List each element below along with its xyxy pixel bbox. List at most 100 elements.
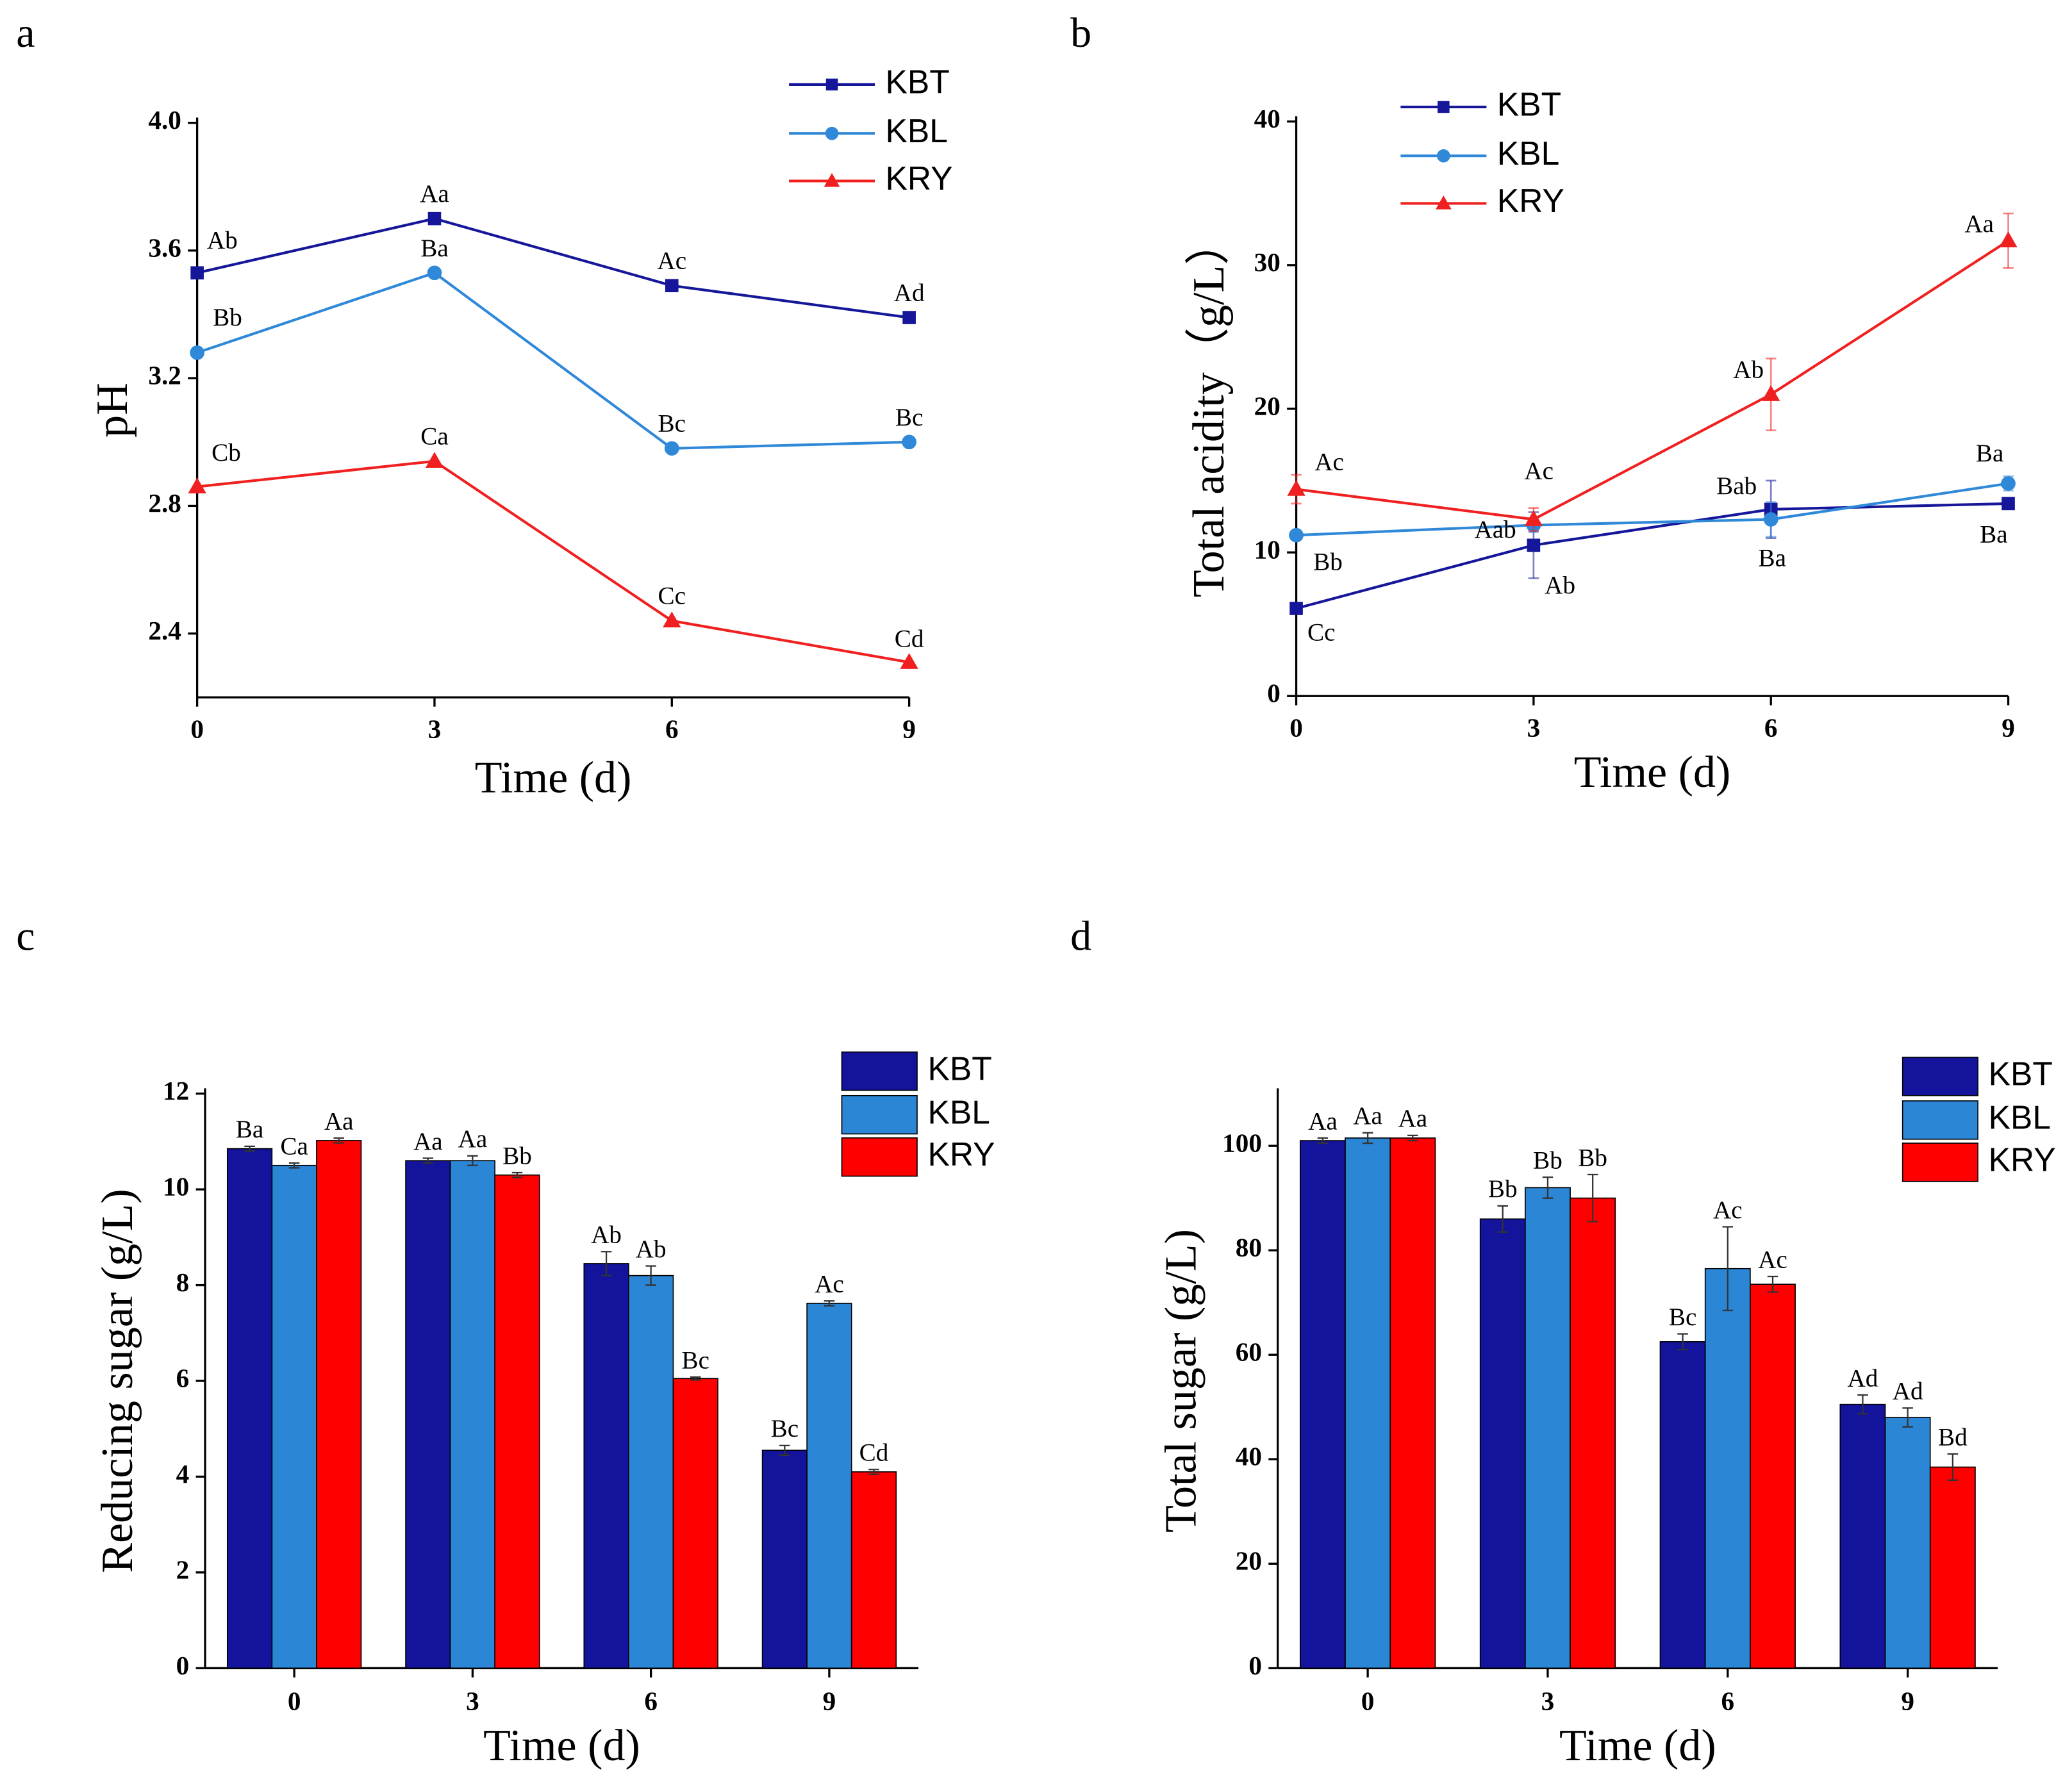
bar	[494, 1174, 540, 1669]
bar	[1929, 1466, 1976, 1669]
legend-marker	[824, 173, 840, 187]
legend-swatch	[1902, 1057, 1978, 1096]
data-annotation: Bb	[1578, 1144, 1607, 1171]
data-annotation: Ab	[207, 226, 238, 254]
marker	[190, 266, 204, 280]
bar	[316, 1140, 362, 1669]
data-annotation: Bc	[895, 404, 924, 431]
data-annotation: Ab	[636, 1235, 667, 1263]
series-line	[1296, 239, 2009, 521]
bar	[850, 1471, 897, 1669]
error-bar	[1677, 1333, 1688, 1351]
y-axis-title: Total acidity（g/L）	[1184, 220, 1234, 598]
x-axis-title: Time (d)	[483, 1721, 640, 1770]
legend-marker	[1438, 101, 1450, 113]
panel-label: d	[1070, 913, 1091, 960]
error-bar	[1902, 1407, 1913, 1428]
error-bar	[824, 1300, 835, 1307]
x-tick-label: 6	[665, 714, 679, 743]
data-annotation: Cb	[211, 439, 241, 466]
y-tick-label: 20	[1236, 1546, 1262, 1576]
y-tick-label: 0	[1267, 679, 1280, 708]
y-tick-label: 4	[176, 1459, 190, 1489]
x-axis-title: Time (d)	[1574, 748, 1731, 797]
bar	[1704, 1267, 1751, 1669]
data-annotation: Ac	[1314, 448, 1344, 475]
marker	[902, 434, 916, 450]
bar	[449, 1160, 496, 1669]
data-annotation: Ac	[815, 1271, 844, 1298]
bar	[1389, 1137, 1436, 1669]
x-tick-label: 0	[190, 714, 204, 743]
y-tick-label: 3.6	[148, 233, 181, 262]
error-bar	[1497, 1205, 1508, 1233]
error-bar	[601, 1251, 612, 1276]
y-tick-label: 40	[1254, 104, 1280, 133]
x-axis-title: Time (d)	[1559, 1721, 1716, 1770]
bar	[583, 1263, 629, 1669]
series-line	[197, 459, 909, 664]
bar	[1659, 1341, 1706, 1669]
data-annotation: Cd	[895, 625, 924, 653]
data-annotation: Bc	[771, 1415, 799, 1442]
series-line	[197, 217, 909, 319]
bar	[226, 1148, 273, 1669]
error-bar	[422, 1157, 434, 1164]
y-tick-label: 0	[1248, 1651, 1262, 1680]
x-tick-label: 6	[644, 1686, 658, 1715]
legend-swatch	[1902, 1143, 1978, 1182]
legend-label: KBT	[1989, 1055, 2053, 1092]
data-annotation: Bb	[213, 304, 242, 331]
bar	[761, 1449, 808, 1669]
marker	[2002, 497, 2015, 511]
y-tick-label: 60	[1236, 1337, 1262, 1367]
marker	[427, 265, 442, 281]
legend-label: KBL	[927, 1093, 990, 1130]
legend-label: KBT	[886, 63, 950, 101]
series-line	[1296, 482, 2009, 537]
marker	[425, 452, 444, 468]
x-tick-label: 9	[2002, 713, 2015, 742]
y-tick-label: 12	[163, 1076, 189, 1105]
bar	[405, 1160, 451, 1669]
bar	[628, 1275, 674, 1669]
bar	[271, 1164, 317, 1669]
legend-marker	[825, 126, 839, 140]
data-annotation: Ac	[1758, 1246, 1787, 1273]
chart: d 0 20 40 60 80 100 Total sugar (g/L) Time (d) 0 3…	[1070, 913, 2056, 1770]
error-bar	[690, 1376, 701, 1381]
y-tick-label: 4.0	[148, 105, 181, 135]
error-bar	[1542, 1176, 1554, 1199]
error-bar	[1857, 1394, 1868, 1415]
legend-marker	[825, 78, 838, 91]
legend-label: KRY	[1497, 182, 1564, 219]
marker	[1999, 231, 2018, 247]
data-annotation: Ba	[236, 1116, 264, 1143]
y-axis-title: Total sugar (g/L)	[1156, 1229, 1206, 1533]
error-bar	[1317, 1137, 1329, 1144]
data-annotation: Ac	[1713, 1196, 1743, 1224]
marker	[663, 611, 681, 628]
chart: a 2.4 2.8 3.2 3.6 4.0 pH Time (d) 0 3 6 9 Ab Aa Ac Ad KB…	[16, 10, 952, 802]
data-annotation: Ab	[1545, 572, 1575, 599]
data-annotation: Bc	[658, 410, 686, 438]
marker	[902, 311, 916, 324]
y-tick-label: 30	[1254, 247, 1280, 277]
x-tick-label: 9	[902, 714, 916, 743]
marker	[1763, 512, 1778, 527]
legend-label: KBT	[927, 1050, 991, 1087]
marker	[1289, 602, 1303, 615]
panel-label: c	[16, 913, 35, 960]
y-axis-title: pH	[88, 383, 137, 438]
data-annotation: Ac	[657, 247, 686, 275]
bar	[1884, 1417, 1931, 1669]
bar	[806, 1303, 852, 1669]
bar	[1839, 1403, 1886, 1669]
bar	[1479, 1218, 1526, 1669]
legend-label: KRY	[1989, 1141, 2056, 1178]
error-bar	[288, 1162, 300, 1169]
x-axis-title: Time (d)	[475, 753, 632, 802]
marker	[1527, 538, 1541, 552]
data-annotation: Ca	[420, 423, 449, 450]
data-annotation: Aa	[458, 1125, 488, 1153]
